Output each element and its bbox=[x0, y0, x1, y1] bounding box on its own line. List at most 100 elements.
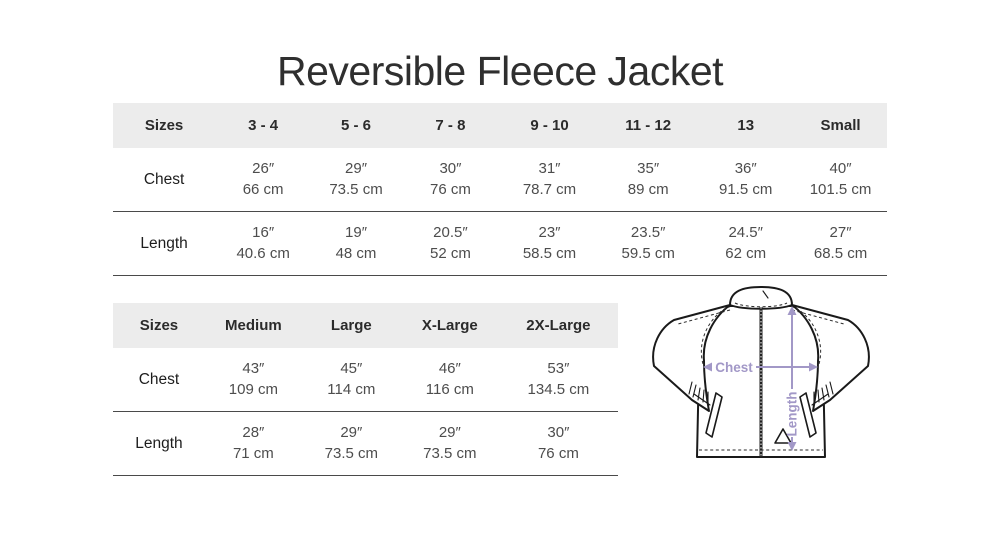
triangle-logo-icon bbox=[774, 428, 792, 444]
measurement-cell: 26″ 66 cm bbox=[215, 148, 312, 212]
row-label: Length bbox=[140, 234, 188, 252]
left-pocket bbox=[705, 392, 723, 438]
measurement-cell: 23″ 58.5 cm bbox=[499, 211, 600, 276]
inches-value: 30″ bbox=[439, 160, 462, 177]
left-cuff-band bbox=[693, 393, 711, 406]
measurement-cell: 29″ 73.5 cm bbox=[311, 148, 401, 212]
row-label-cell: Length bbox=[113, 411, 205, 476]
cm-value: 59.5 cm bbox=[621, 245, 675, 262]
jacket-right-sleeve bbox=[791, 304, 870, 412]
cm-value: 89 cm bbox=[627, 181, 669, 198]
table-row-length: Length 16″ 40.6 cm 19″ 48 cm 20.5″ 52 cm 23… bbox=[113, 211, 887, 276]
jacket-diagram: Chest Length bbox=[646, 286, 876, 466]
column-header: Small bbox=[794, 103, 887, 148]
cm-value: 101.5 cm bbox=[809, 181, 872, 198]
inches-value: 24.5″ bbox=[728, 224, 763, 241]
cm-value: 40.6 cm bbox=[236, 245, 290, 262]
inches-value: 23.5″ bbox=[630, 224, 666, 241]
chest-arrowhead-right bbox=[809, 362, 818, 372]
header-row: Sizes Medium Large X-Large 2X-Large bbox=[113, 303, 618, 348]
length-arrowhead-top bbox=[787, 306, 797, 315]
column-header: 9 - 10 bbox=[499, 103, 600, 148]
chest-label: Chest bbox=[715, 360, 753, 375]
right-pocket bbox=[799, 392, 817, 438]
measurement-cell: 29″ 73.5 cm bbox=[400, 411, 499, 476]
row-label-cell: Chest bbox=[113, 348, 205, 412]
right-shoulder-stitch bbox=[791, 309, 845, 325]
inches-value: 19″ bbox=[345, 224, 368, 241]
cm-value: 73.5 cm bbox=[324, 445, 379, 462]
measurement-cell: 53″ 134.5 cm bbox=[498, 348, 618, 412]
column-header: 5 - 6 bbox=[311, 103, 401, 148]
measurement-cell: 45″ 114 cm bbox=[301, 348, 401, 412]
measurement-cell: 30″ 76 cm bbox=[498, 411, 618, 476]
column-header: Medium bbox=[204, 303, 302, 348]
measurement-cell: 29″ 73.5 cm bbox=[301, 411, 401, 476]
column-header: 2X-Large bbox=[498, 303, 618, 348]
measurement-cell: 30″ 76 cm bbox=[400, 148, 500, 212]
column-header-sizes: Sizes bbox=[113, 103, 216, 148]
right-cuff-band bbox=[811, 393, 829, 406]
collar-zip-pull bbox=[762, 290, 769, 299]
cm-value: 73.5 cm bbox=[329, 181, 383, 198]
cm-value: 91.5 cm bbox=[719, 181, 773, 198]
cm-value: 134.5 cm bbox=[527, 381, 590, 398]
row-label: Length bbox=[135, 434, 183, 452]
inches-value: 35″ bbox=[637, 160, 660, 177]
cm-value: 66 cm bbox=[242, 181, 284, 198]
measurement-cell: 16″ 40.6 cm bbox=[215, 211, 312, 276]
measurement-cell: 36″ 91.5 cm bbox=[697, 148, 795, 212]
measurement-cell: 28″ 71 cm bbox=[204, 411, 302, 476]
measurement-cell: 27″ 68.5 cm bbox=[794, 211, 887, 276]
right-armhole-stitch bbox=[795, 307, 822, 365]
cm-value: 71 cm bbox=[232, 445, 274, 462]
measurement-cell: 23.5″ 59.5 cm bbox=[599, 211, 698, 276]
cm-value: 76 cm bbox=[430, 181, 471, 198]
column-header: X-Large bbox=[400, 303, 499, 348]
column-header-sizes: Sizes bbox=[113, 303, 205, 348]
inches-value: 43″ bbox=[242, 360, 265, 377]
row-label: Chest bbox=[138, 370, 180, 388]
chest-arrowhead-left bbox=[703, 362, 712, 372]
inches-value: 30″ bbox=[547, 424, 570, 441]
chest-arrow: Chest bbox=[703, 360, 818, 375]
column-header: 11 - 12 bbox=[599, 103, 698, 148]
measurement-cell: 20.5″ 52 cm bbox=[400, 211, 500, 276]
row-label-cell: Length bbox=[113, 211, 216, 276]
inches-value: 36″ bbox=[734, 160, 757, 177]
row-label-cell: Chest bbox=[113, 148, 216, 212]
cm-value: 58.5 cm bbox=[522, 245, 577, 262]
inches-value: 40″ bbox=[829, 160, 852, 177]
cm-value: 48 cm bbox=[335, 245, 377, 262]
length-arrowhead-bottom bbox=[787, 442, 797, 451]
cm-value: 78.7 cm bbox=[522, 181, 577, 198]
size-table-adult: Sizes Medium Large X-Large 2X-Large Ches… bbox=[113, 303, 618, 476]
inches-value: 31″ bbox=[538, 160, 561, 177]
measurement-cell: 46″ 116 cm bbox=[400, 348, 499, 412]
column-header: 7 - 8 bbox=[400, 103, 500, 148]
table-row-chest: Chest 26″ 66 cm 29″ 73.5 cm 30″ 76 cm 31″ 78… bbox=[113, 148, 887, 212]
measurement-cell: 35″ 89 cm bbox=[599, 148, 698, 212]
inches-value: 28″ bbox=[242, 424, 265, 441]
cm-value: 116 cm bbox=[425, 381, 474, 398]
measurement-cell: 19″ 48 cm bbox=[311, 211, 401, 276]
inches-value: 46″ bbox=[438, 360, 461, 377]
inches-value: 53″ bbox=[547, 360, 570, 377]
column-header: 3 - 4 bbox=[215, 103, 312, 148]
length-arrow: Length bbox=[785, 306, 800, 451]
cm-value: 52 cm bbox=[430, 245, 471, 262]
jacket-collar bbox=[729, 286, 793, 310]
inches-value: 16″ bbox=[252, 224, 275, 241]
row-label: Chest bbox=[143, 170, 185, 188]
measurement-cell: 43″ 109 cm bbox=[204, 348, 302, 412]
cm-value: 76 cm bbox=[537, 445, 579, 462]
cm-value: 68.5 cm bbox=[813, 245, 868, 262]
inches-value: 29″ bbox=[345, 160, 368, 177]
cm-value: 62 cm bbox=[725, 245, 767, 262]
right-cuff-gathers bbox=[813, 381, 834, 405]
inches-value: 20.5″ bbox=[433, 224, 468, 241]
column-header: 13 bbox=[697, 103, 795, 148]
measurement-cell: 40″ 101.5 cm bbox=[794, 148, 887, 212]
inches-value: 29″ bbox=[340, 424, 363, 441]
